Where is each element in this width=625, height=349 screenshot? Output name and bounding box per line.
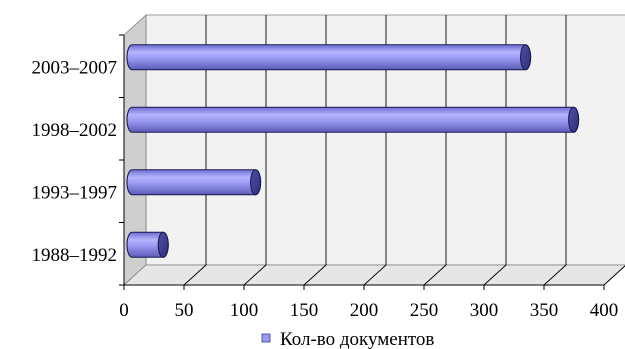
bar: [126, 106, 580, 133]
x-tick-label: 200: [350, 300, 379, 321]
legend: Кол-во документов: [261, 329, 434, 349]
axis-lines: [119, 34, 605, 290]
grid-line-floor: [603, 265, 625, 286]
bar: [126, 169, 262, 196]
x-tick-label: 50: [175, 300, 194, 321]
bars: [126, 44, 580, 258]
x-tick-label: 250: [410, 300, 439, 321]
grid-line-floor: [303, 264, 327, 286]
y-tick-labels: 1988–1992 1993–1997 1998–2002 2003–2007: [32, 57, 118, 266]
grid-line-floor: [183, 264, 207, 286]
y-tick-label: 2003–2007: [32, 57, 118, 78]
x-tick-label: 100: [230, 300, 259, 321]
bar-end-cap: [250, 169, 262, 196]
y-tick-label: 1988–1992: [32, 245, 118, 266]
grid-line-floor: [543, 264, 567, 286]
x-tick-label: 350: [530, 300, 559, 321]
grid-line-floor: [423, 264, 447, 286]
grid-line-floor: [483, 264, 507, 286]
legend-swatch: [261, 333, 271, 343]
bar-end-cap: [568, 106, 580, 133]
y-tick-label: 1993–1997: [32, 182, 118, 203]
grid-line-floor: [363, 264, 387, 286]
legend-label: Кол-во документов: [280, 329, 434, 349]
x-tick-label: 400: [590, 300, 619, 321]
x-tick-label: 0: [119, 300, 129, 321]
bar-end-cap: [157, 231, 169, 258]
x-tick-labels: 0 50 100 150 200 250 300 350 400: [119, 300, 618, 321]
x-tick-label: 150: [290, 300, 319, 321]
bar-end-cap: [520, 44, 532, 71]
bar: [126, 44, 532, 71]
x-tick-label: 300: [470, 300, 499, 321]
grid-line-floor: [243, 264, 267, 286]
y-tick-label: 1998–2002: [32, 120, 118, 141]
